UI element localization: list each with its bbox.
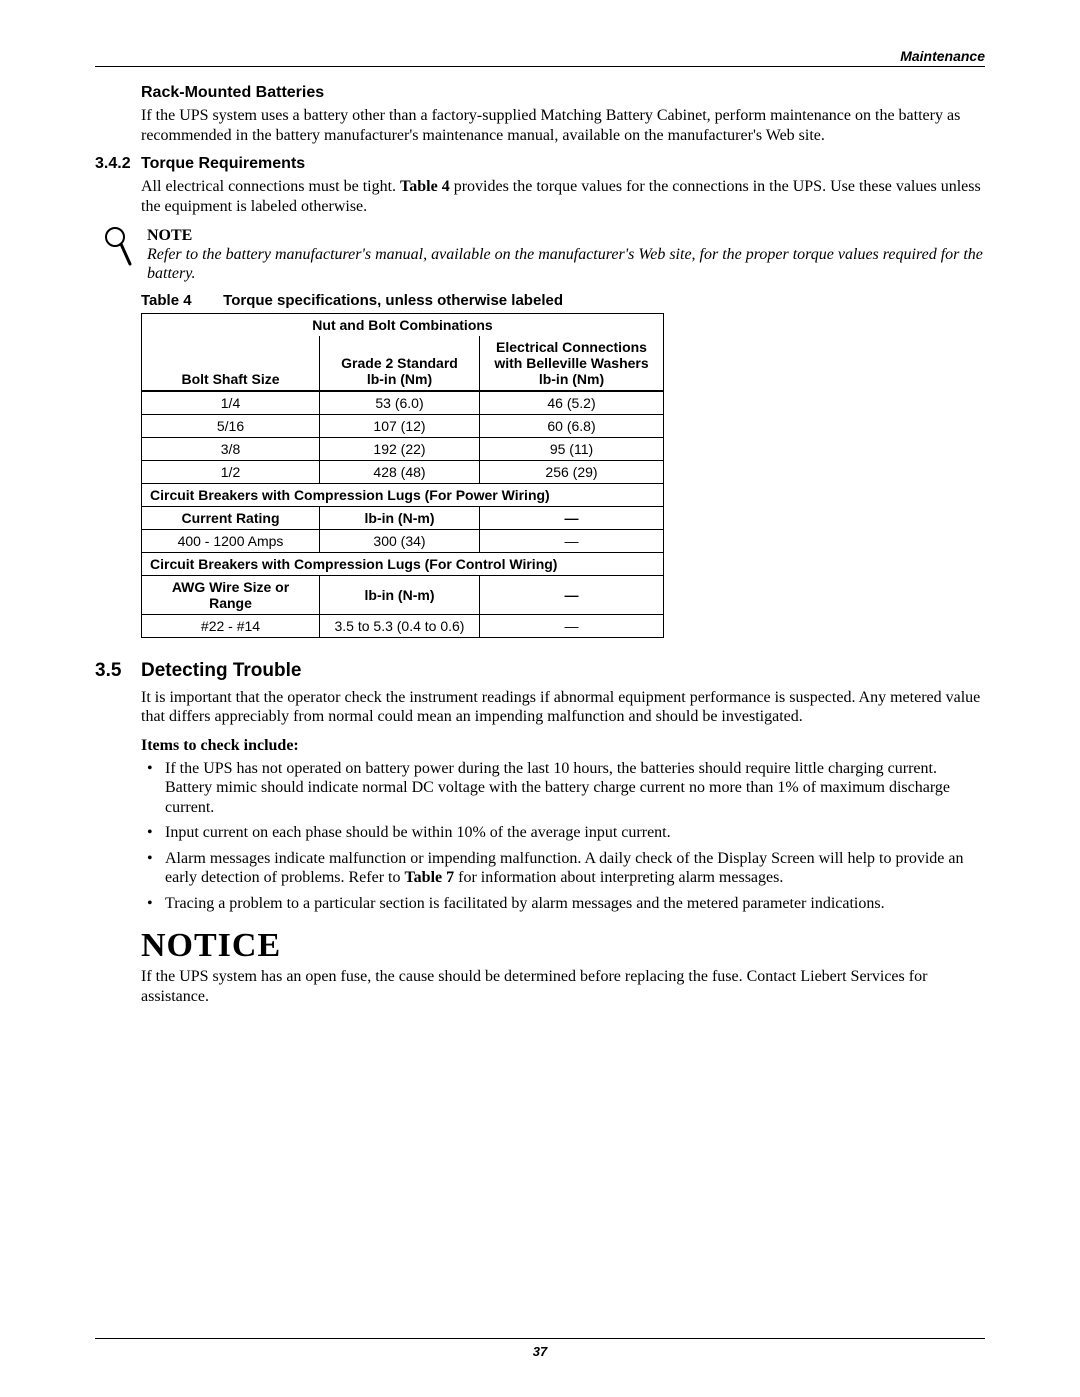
- table-row: Current Rating lb-in (N-m) —: [142, 506, 664, 529]
- list-item: Tracing a problem to a particular sectio…: [165, 894, 985, 914]
- cell: 1/2: [142, 460, 320, 483]
- section-number-torque: 3.4.2: [95, 155, 131, 173]
- section-number-detecting: 3.5: [95, 660, 121, 682]
- table-row: 400 - 1200 Amps 300 (34) —: [142, 529, 664, 552]
- cell: —: [480, 506, 664, 529]
- list-item: If the UPS has not operated on battery p…: [165, 759, 985, 818]
- note-body: Refer to the battery manufacturer's manu…: [147, 246, 983, 282]
- cell: 46 (5.2): [480, 391, 664, 415]
- table-row: 1/2 428 (48) 256 (29): [142, 460, 664, 483]
- table-row: 5/16 107 (12) 60 (6.8): [142, 414, 664, 437]
- cell: —: [480, 529, 664, 552]
- table-row: 3/8 192 (22) 95 (11): [142, 437, 664, 460]
- heading-torque: Torque Requirements: [141, 155, 985, 173]
- checklist: If the UPS has not operated on battery p…: [141, 759, 985, 914]
- table4-label: Table 4: [141, 292, 219, 309]
- table-row: Bolt Shaft Size Grade 2 Standard lb-in (…: [142, 336, 664, 391]
- table4-colhdr-1: Grade 2 Standard lb-in (Nm): [320, 336, 480, 391]
- bottom-rule: [95, 1338, 985, 1339]
- cell: lb-in (N-m): [320, 506, 480, 529]
- table4-colhdr-2: Electrical Connections with Belleville W…: [480, 336, 664, 391]
- cell: 3/8: [142, 437, 320, 460]
- heading-detecting-trouble: Detecting Trouble: [141, 660, 985, 682]
- section-detecting-trouble: 3.5 Detecting Trouble It is important th…: [95, 660, 985, 914]
- cell: AWG Wire Size or Range: [142, 575, 320, 614]
- table4-caption-text: Torque specifications, unless otherwise …: [223, 292, 563, 309]
- table4: Nut and Bolt Combinations Bolt Shaft Siz…: [141, 313, 664, 638]
- cell: —: [480, 614, 664, 637]
- table-row: Circuit Breakers with Compression Lugs (…: [142, 483, 664, 506]
- list-item: Input current on each phase should be wi…: [165, 823, 985, 843]
- table4-colhdr-0: Bolt Shaft Size: [142, 336, 320, 391]
- table4-section-power: Circuit Breakers with Compression Lugs (…: [142, 483, 664, 506]
- list-item-text-b: for information about interpreting alarm…: [454, 869, 783, 886]
- para-detecting: It is important that the operator check …: [141, 688, 985, 727]
- cell: —: [480, 575, 664, 614]
- content-column: Rack-Mounted Batteries If the UPS system…: [95, 82, 985, 1016]
- table4-caption: Table 4 Torque specifications, unless ot…: [141, 292, 985, 309]
- table4-superheader: Nut and Bolt Combinations: [142, 313, 664, 336]
- para-torque-ref: Table 4: [400, 178, 450, 195]
- cell: 256 (29): [480, 460, 664, 483]
- cell: 107 (12): [320, 414, 480, 437]
- para-rack-batteries: If the UPS system uses a battery other t…: [141, 106, 985, 145]
- list-item-ref: Table 7: [404, 869, 454, 886]
- cell: 428 (48): [320, 460, 480, 483]
- cell: Current Rating: [142, 506, 320, 529]
- cell: #22 - #14: [142, 614, 320, 637]
- para-torque-a: All electrical connections must be tight…: [141, 178, 400, 195]
- page-number: 37: [0, 1344, 1080, 1359]
- note-title: NOTE: [147, 226, 985, 245]
- table-row: Circuit Breakers with Compression Lugs (…: [142, 552, 664, 575]
- cell: 5/16: [142, 414, 320, 437]
- cell: 400 - 1200 Amps: [142, 529, 320, 552]
- notice-title: NOTICE: [141, 927, 985, 965]
- heading-rack-batteries: Rack-Mounted Batteries: [141, 84, 985, 102]
- table-row: AWG Wire Size or Range lb-in (N-m) —: [142, 575, 664, 614]
- para-torque: All electrical connections must be tight…: [141, 177, 985, 216]
- table-row: 1/4 53 (6.0) 46 (5.2): [142, 391, 664, 415]
- cell: 95 (11): [480, 437, 664, 460]
- notice-block: NOTICE If the UPS system has an open fus…: [141, 927, 985, 1006]
- page: Maintenance Rack-Mounted Batteries If th…: [0, 0, 1080, 1397]
- cell: 192 (22): [320, 437, 480, 460]
- notice-body: If the UPS system has an open fuse, the …: [141, 967, 985, 1006]
- cell: 3.5 to 5.3 (0.4 to 0.6): [320, 614, 480, 637]
- cell: 60 (6.8): [480, 414, 664, 437]
- cell: 1/4: [142, 391, 320, 415]
- note-block: NOTE Refer to the battery manufacturer's…: [95, 226, 985, 284]
- magnifier-icon: [103, 226, 133, 270]
- list-item: Alarm messages indicate malfunction or i…: [165, 849, 985, 888]
- header-chapter: Maintenance: [900, 48, 985, 64]
- top-rule: [95, 66, 985, 67]
- cell: lb-in (N-m): [320, 575, 480, 614]
- section-rack-batteries: Rack-Mounted Batteries If the UPS system…: [141, 84, 985, 145]
- table4-section-control: Circuit Breakers with Compression Lugs (…: [142, 552, 664, 575]
- items-heading: Items to check include:: [141, 737, 985, 755]
- table-row: #22 - #14 3.5 to 5.3 (0.4 to 0.6) —: [142, 614, 664, 637]
- section-torque: 3.4.2 Torque Requirements All electrical…: [95, 155, 985, 638]
- note-text: NOTE Refer to the battery manufacturer's…: [147, 226, 985, 284]
- cell: 53 (6.0): [320, 391, 480, 415]
- table-row: Nut and Bolt Combinations: [142, 313, 664, 336]
- cell: 300 (34): [320, 529, 480, 552]
